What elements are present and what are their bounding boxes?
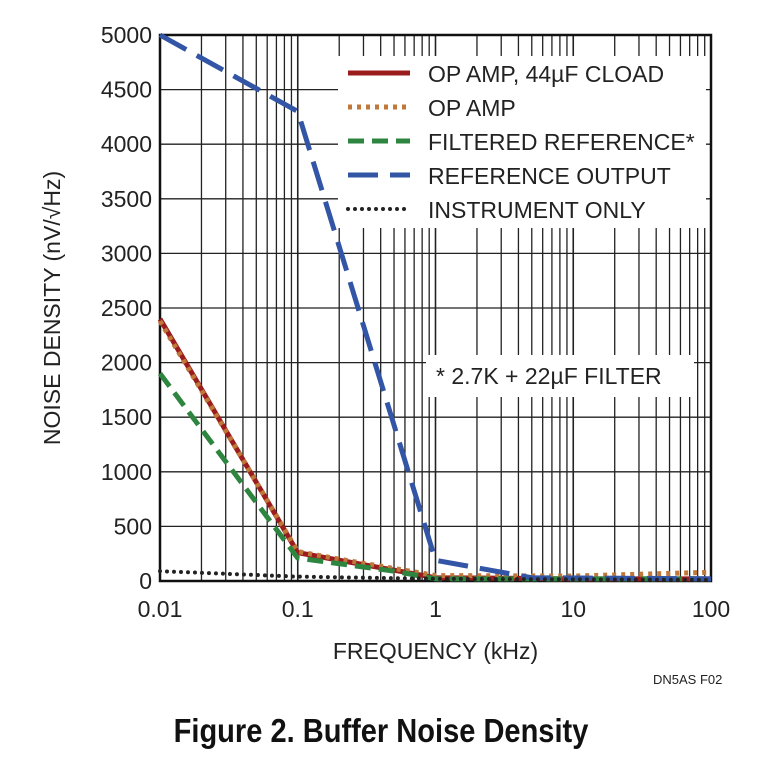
y-tick-label: 1000 [101, 459, 152, 485]
legend-label: OP AMP [428, 95, 516, 121]
y-axis-label: NOISE DENSITY (nV/√Hz) [39, 171, 65, 445]
figure-code: DN5AS F02 [653, 672, 723, 687]
legend-label: INSTRUMENT ONLY [428, 197, 646, 223]
annotation-bg [426, 355, 694, 397]
legend-label: OP AMP, 44µF CLOAD [428, 61, 664, 87]
x-tick-label: 1 [429, 596, 442, 622]
x-tick-label: 100 [692, 596, 730, 622]
series-line-reference-output [158, 32, 712, 582]
annotation-text: * 2.7K + 22µF FILTER [436, 363, 662, 389]
y-tick-label: 5000 [101, 22, 152, 48]
y-tick-label: 1500 [101, 404, 152, 430]
x-tick-label: 0.1 [282, 596, 314, 622]
y-tick-label: 500 [114, 513, 152, 539]
x-tick-label: 0.01 [138, 596, 183, 622]
y-tick-label: 3500 [101, 186, 152, 212]
x-axis-label: FREQUENCY (kHz) [333, 638, 538, 664]
x-tick-label: 10 [560, 596, 586, 622]
legend-label: REFERENCE OUTPUT [428, 163, 671, 189]
series-line-instrument-only [158, 569, 713, 582]
y-tick-label: 4500 [101, 77, 152, 103]
legend-label: FILTERED REFERENCE* [428, 129, 695, 155]
y-tick-label: 4000 [101, 131, 152, 157]
series-line-filtered-reference- [157, 372, 711, 582]
y-tick-label: 0 [139, 568, 152, 594]
series-line-op-amp [157, 319, 712, 579]
y-tick-label: 2000 [101, 350, 152, 376]
y-tick-label: 3000 [101, 240, 152, 266]
figure-caption: Figure 2. Buffer Noise Density [173, 712, 589, 749]
y-tick-label: 2500 [101, 295, 152, 321]
